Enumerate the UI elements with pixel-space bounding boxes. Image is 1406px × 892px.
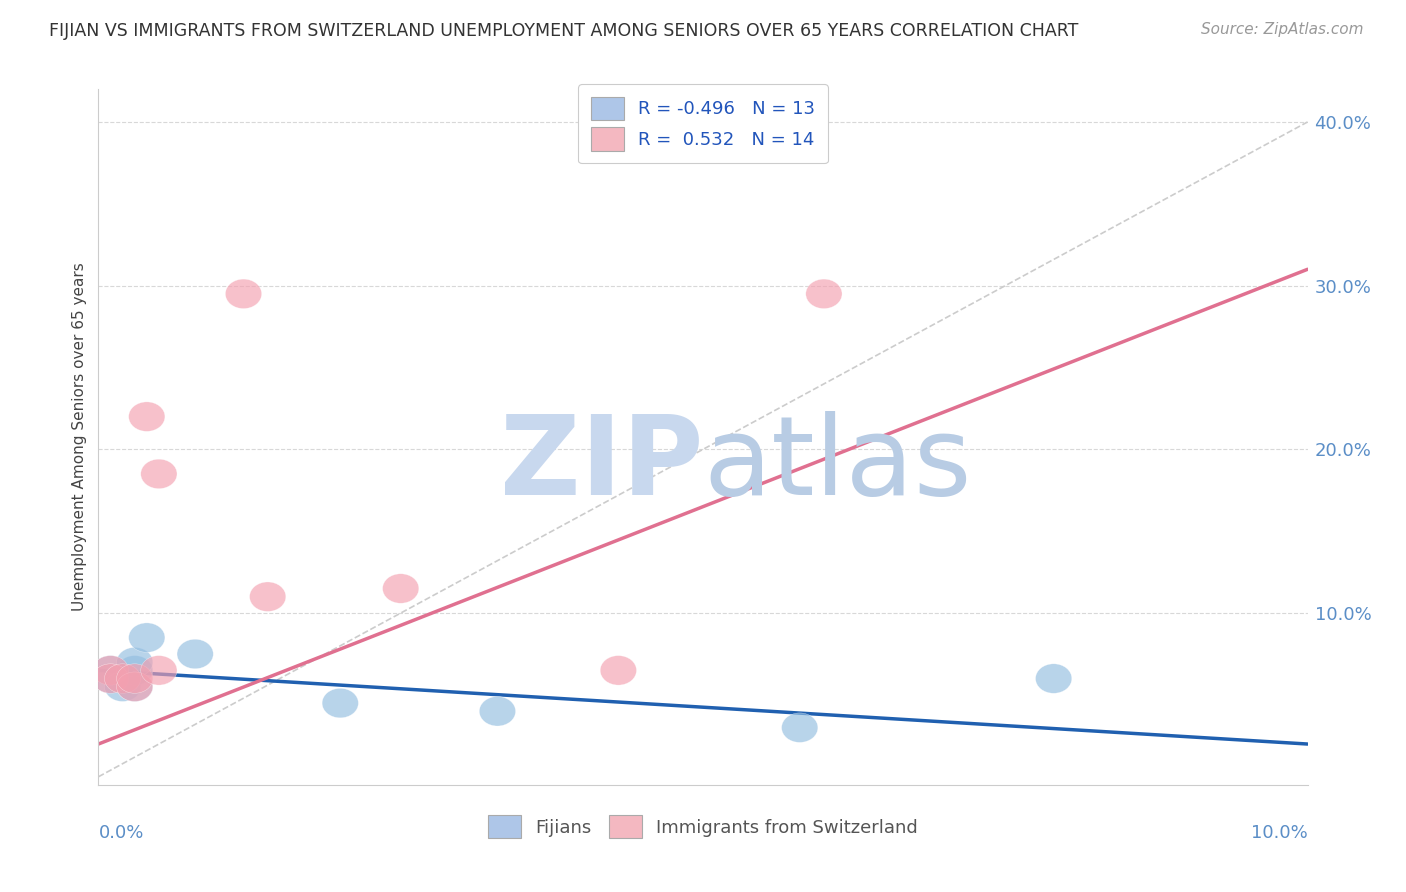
Ellipse shape [117, 648, 153, 677]
Ellipse shape [93, 656, 129, 685]
Ellipse shape [600, 656, 637, 685]
Ellipse shape [104, 672, 141, 701]
Text: atlas: atlas [703, 411, 972, 518]
Ellipse shape [382, 574, 419, 603]
Text: 0.0%: 0.0% [98, 824, 143, 842]
Ellipse shape [93, 664, 129, 693]
Ellipse shape [648, 107, 685, 136]
Ellipse shape [93, 664, 129, 693]
Ellipse shape [93, 656, 129, 685]
Text: 10.0%: 10.0% [1251, 824, 1308, 842]
Ellipse shape [117, 664, 153, 693]
Ellipse shape [129, 623, 165, 652]
Ellipse shape [806, 279, 842, 309]
Ellipse shape [117, 672, 153, 701]
Ellipse shape [1035, 664, 1071, 693]
Ellipse shape [225, 279, 262, 309]
Y-axis label: Unemployment Among Seniors over 65 years: Unemployment Among Seniors over 65 years [72, 263, 87, 611]
Ellipse shape [322, 689, 359, 718]
Ellipse shape [250, 582, 285, 611]
Text: ZIP: ZIP [499, 411, 703, 518]
Ellipse shape [117, 656, 153, 685]
Ellipse shape [782, 713, 818, 742]
Ellipse shape [479, 697, 516, 726]
Legend: Fijians, Immigrants from Switzerland: Fijians, Immigrants from Switzerland [481, 808, 925, 846]
Ellipse shape [117, 672, 153, 701]
Ellipse shape [104, 664, 141, 693]
Ellipse shape [141, 656, 177, 685]
Text: FIJIAN VS IMMIGRANTS FROM SWITZERLAND UNEMPLOYMENT AMONG SENIORS OVER 65 YEARS C: FIJIAN VS IMMIGRANTS FROM SWITZERLAND UN… [49, 22, 1078, 40]
Ellipse shape [104, 664, 141, 693]
Ellipse shape [129, 402, 165, 432]
Ellipse shape [141, 459, 177, 489]
Ellipse shape [177, 640, 214, 669]
Text: Source: ZipAtlas.com: Source: ZipAtlas.com [1201, 22, 1364, 37]
